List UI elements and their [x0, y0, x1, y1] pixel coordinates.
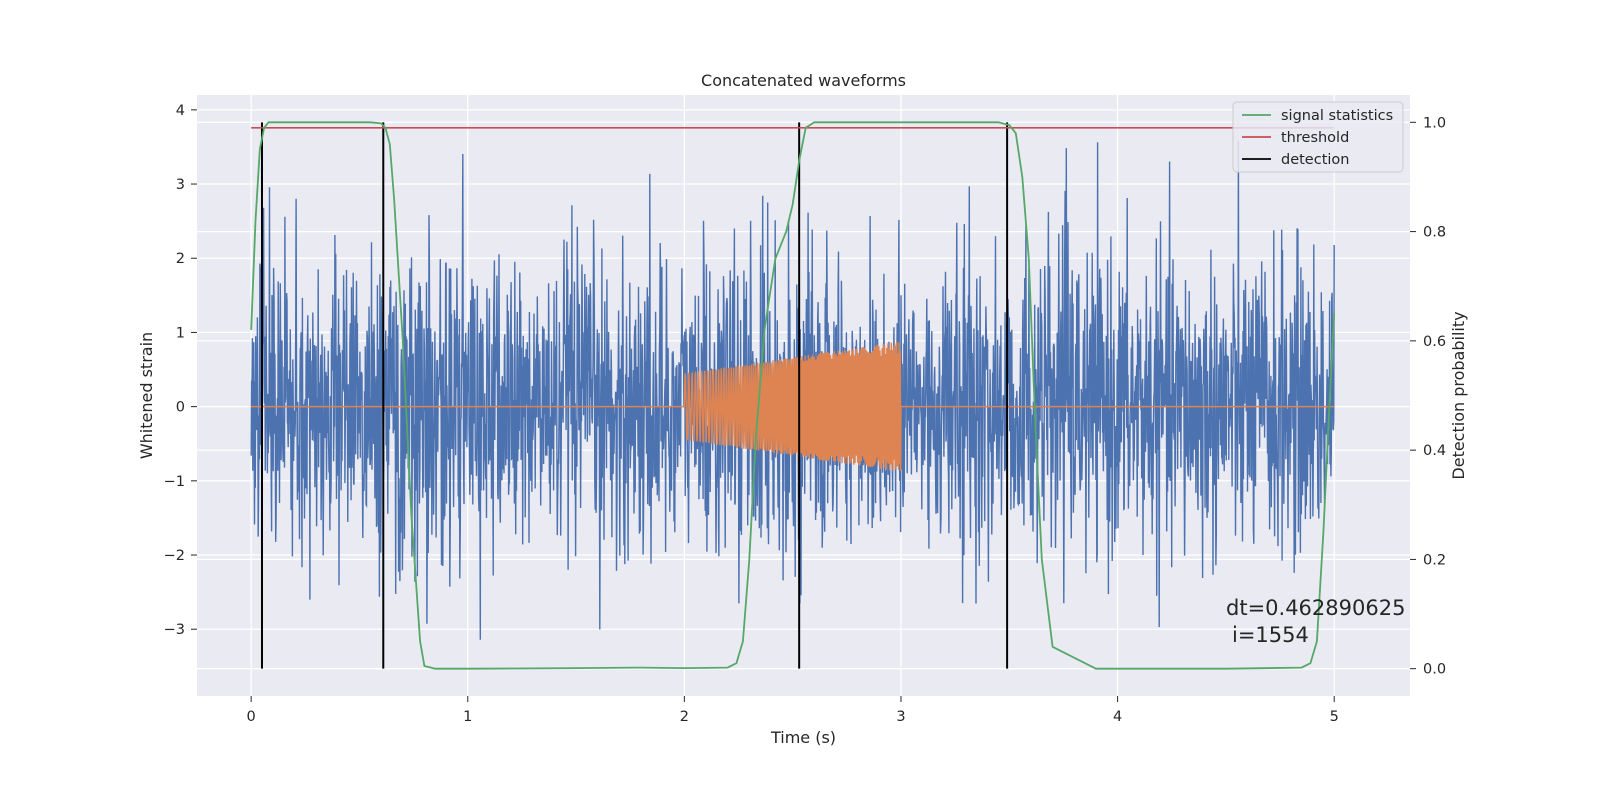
- legend: signal statistics threshold detection: [1232, 101, 1404, 173]
- x-tick-label: 2: [680, 709, 689, 725]
- y2-tick-label: 0.8: [1423, 225, 1446, 241]
- x-tick-label: 5: [1330, 709, 1339, 725]
- injection-line: [251, 341, 1335, 471]
- x-tick-label: 4: [1113, 709, 1122, 725]
- y-tick-label: 3: [176, 177, 185, 193]
- y2-axis-label: Detection probability: [1449, 311, 1468, 479]
- y-tick-label: −3: [164, 622, 185, 638]
- signal-statistics-line: [250, 121, 1336, 670]
- x-tick-label: 0: [247, 709, 256, 725]
- y2-tick-label: 0.0: [1423, 662, 1446, 678]
- y-tick-label: 2: [176, 251, 185, 267]
- y-tick-label: −1: [164, 474, 185, 490]
- legend-label: detection: [1281, 152, 1349, 168]
- y-tick-label: 0: [176, 400, 185, 416]
- x-tick-label: 1: [463, 709, 472, 725]
- legend-label: signal statistics: [1281, 108, 1393, 124]
- axes-ticks: 0 1 2 3 4 5 −3 −2 −1 0 1 2 3 4 0.0 0.2 0.4 0.6 0.8 1.0: [164, 103, 1446, 725]
- annotation-i: i=1554: [1232, 623, 1309, 647]
- legend-label: threshold: [1281, 130, 1349, 146]
- y-tick-label: 1: [176, 325, 185, 341]
- y-axis-label: Whitened strain: [137, 332, 156, 459]
- y2-tick-label: 0.2: [1423, 552, 1446, 568]
- y-tick-label: −2: [164, 548, 185, 564]
- x-axis-label: Time (s): [770, 728, 836, 747]
- annotation-dt: dt=0.462890625: [1226, 596, 1405, 620]
- y2-tick-label: 0.4: [1423, 443, 1446, 459]
- legend-box: [1232, 101, 1404, 173]
- y2-tick-label: 0.6: [1423, 334, 1446, 350]
- chart-title: Concatenated waveforms: [701, 71, 906, 90]
- injection-series: [251, 341, 1335, 471]
- y2-tick-label: 1.0: [1423, 115, 1446, 131]
- x-tick-label: 3: [896, 709, 905, 725]
- probability-series: [250, 121, 1336, 670]
- y-tick-label: 4: [176, 103, 185, 119]
